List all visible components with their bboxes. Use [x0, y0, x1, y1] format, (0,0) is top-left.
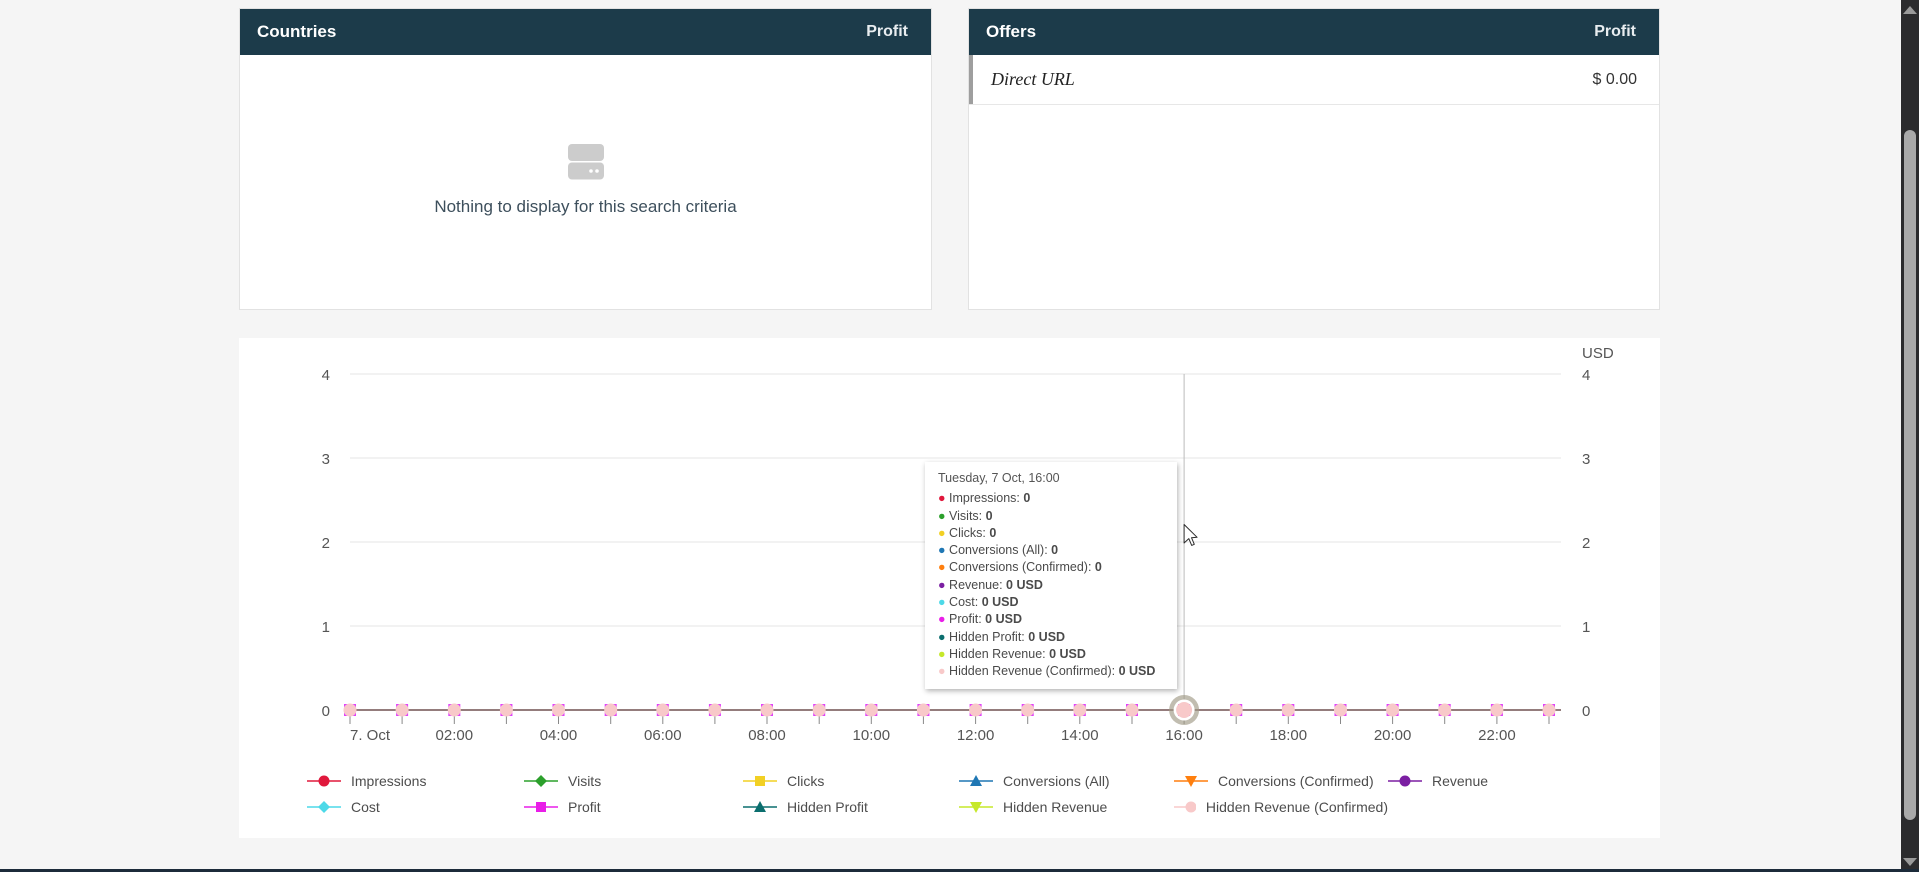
svg-text:2: 2	[322, 535, 330, 552]
svg-text:0: 0	[322, 703, 330, 720]
svg-text:16:00: 16:00	[1165, 727, 1203, 744]
svg-text:3: 3	[322, 451, 330, 468]
svg-text:14:00: 14:00	[1061, 727, 1099, 744]
svg-text:7. Oct: 7. Oct	[350, 727, 391, 744]
svg-text:02:00: 02:00	[436, 727, 474, 744]
svg-text:0: 0	[1582, 703, 1590, 720]
svg-text:4: 4	[322, 367, 330, 384]
svg-text:1: 1	[1582, 619, 1590, 636]
svg-text:2: 2	[1582, 535, 1590, 552]
svg-text:12:00: 12:00	[957, 727, 995, 744]
svg-text:1: 1	[322, 619, 330, 636]
svg-text:3: 3	[1582, 451, 1590, 468]
svg-text:06:00: 06:00	[644, 727, 682, 744]
svg-text:18:00: 18:00	[1270, 727, 1308, 744]
svg-text:20:00: 20:00	[1374, 727, 1412, 744]
svg-text:22:00: 22:00	[1478, 727, 1516, 744]
svg-text:4: 4	[1582, 367, 1590, 384]
svg-text:04:00: 04:00	[540, 727, 578, 744]
svg-text:08:00: 08:00	[748, 727, 786, 744]
svg-text:10:00: 10:00	[853, 727, 891, 744]
svg-text:USD: USD	[1582, 345, 1614, 362]
